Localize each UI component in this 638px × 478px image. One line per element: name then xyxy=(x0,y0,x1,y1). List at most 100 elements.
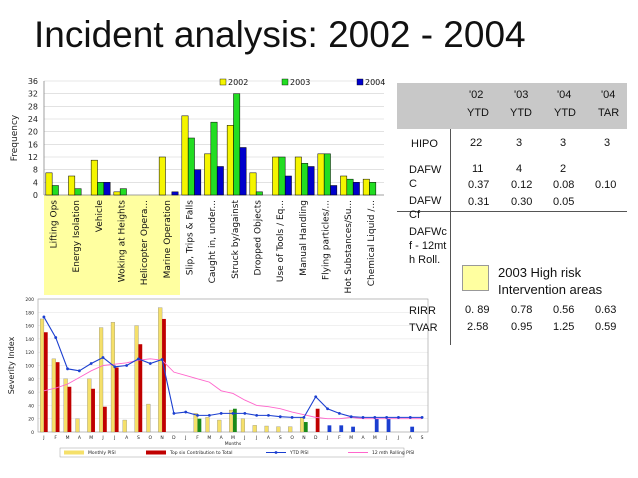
legend-swatch xyxy=(219,78,227,86)
bar xyxy=(255,191,263,196)
bar xyxy=(99,327,104,433)
point xyxy=(89,362,93,365)
bar xyxy=(252,425,257,433)
point xyxy=(337,411,341,415)
bar xyxy=(210,121,218,196)
point xyxy=(373,415,377,419)
x-tick-label: J xyxy=(184,435,186,441)
point xyxy=(184,410,188,414)
y-axis-label: Severity Index xyxy=(7,336,16,394)
row-label-hipo: HIPO xyxy=(411,138,438,150)
y-tick-label: 4 xyxy=(33,178,38,187)
x-tick-label: Marine Operation xyxy=(163,200,173,278)
bar xyxy=(43,332,48,432)
x-tick-label: M xyxy=(66,435,70,441)
row-label-dafwcf-12mth: DAFWcf - 12mth Roll. xyxy=(409,226,447,266)
x-tick-label: D xyxy=(172,435,176,441)
bar xyxy=(217,419,222,433)
y-tick-label: 140 xyxy=(25,337,34,343)
point xyxy=(231,411,235,415)
bar xyxy=(91,388,95,432)
bar xyxy=(90,159,98,196)
x-tick-label: Helicopter Opera... xyxy=(140,200,150,285)
point xyxy=(278,415,282,419)
bar xyxy=(63,378,68,433)
header-03: '03 xyxy=(514,89,529,101)
bar xyxy=(330,185,338,196)
legend-label: 2003 xyxy=(290,78,310,87)
cell: 11 xyxy=(472,163,484,175)
bar xyxy=(103,182,111,196)
x-tick-label: M xyxy=(349,435,353,441)
legend-swatch xyxy=(281,78,289,86)
bar xyxy=(284,175,292,196)
y-tick-label: 8 xyxy=(33,166,38,175)
cell: 0.05 xyxy=(553,196,575,208)
bar xyxy=(249,172,257,196)
point xyxy=(54,336,58,339)
bar xyxy=(110,322,115,433)
bar xyxy=(386,418,391,432)
rolling-line xyxy=(43,358,423,420)
bar xyxy=(51,358,56,433)
cell: 3 xyxy=(560,137,567,149)
legend-box xyxy=(59,447,405,458)
legend-label: Top six Contribution to Total xyxy=(169,450,233,456)
cell: 3 xyxy=(516,137,523,149)
point xyxy=(302,415,306,419)
point xyxy=(420,415,424,419)
bar xyxy=(122,419,127,433)
x-tick-label: J xyxy=(326,435,328,441)
legend-swatch xyxy=(356,78,364,86)
cell: 0.37 xyxy=(468,179,490,191)
bar xyxy=(299,417,305,433)
x-tick-label: O xyxy=(290,435,294,441)
x-tick-label: Manual Handling xyxy=(299,200,309,276)
point xyxy=(66,367,69,371)
point xyxy=(196,413,199,417)
x-tick-label: A xyxy=(267,435,271,441)
bar xyxy=(339,425,344,432)
bar xyxy=(162,318,166,432)
bar xyxy=(307,166,315,196)
x-tick-label: S xyxy=(279,435,282,441)
cell: 0.63 xyxy=(595,304,617,316)
bar xyxy=(323,153,331,196)
point xyxy=(361,415,365,419)
cell: 0.59 xyxy=(595,321,617,333)
point xyxy=(385,415,389,419)
y-tick-label: 120 xyxy=(25,350,34,356)
bar xyxy=(87,378,92,433)
bar xyxy=(75,418,80,433)
x-tick-label: A xyxy=(125,435,129,441)
x-tick-label: J xyxy=(113,435,115,441)
x-tick-label: Energy Isolation xyxy=(72,200,82,272)
y-tick-label: 0 xyxy=(33,191,38,200)
cell: 2.58 xyxy=(467,321,489,333)
x-tick-label: A xyxy=(361,435,365,441)
bar xyxy=(216,166,224,196)
table-divider-horizontal xyxy=(397,211,627,212)
x-tick-label: Chemical Liquid /... xyxy=(367,200,377,286)
bar xyxy=(327,425,332,432)
bar xyxy=(351,426,355,432)
x-tick-label: A xyxy=(220,435,224,441)
x-tick-label: Slip, Trips & Falls xyxy=(185,200,195,276)
cell: 3 xyxy=(604,137,611,149)
y-tick-label: 20 xyxy=(28,417,34,423)
y-axis-label: Frequency xyxy=(10,114,20,161)
x-tick-label: F xyxy=(54,435,57,441)
y-tick-label: 24 xyxy=(28,115,38,124)
x-tick-label: Dropped Objects xyxy=(253,200,263,276)
point xyxy=(314,395,318,399)
y-tick-label: 80 xyxy=(28,377,34,383)
row-label-dafwc: DAFWC xyxy=(409,164,442,190)
point xyxy=(42,315,46,319)
legend-label: 2004 xyxy=(365,78,385,87)
point xyxy=(101,356,105,359)
cell: 0.78 xyxy=(511,304,533,316)
cell: 0.12 xyxy=(511,179,533,191)
x-tick-label: F xyxy=(196,435,199,441)
bar xyxy=(103,406,107,432)
x-tick-label: N xyxy=(302,435,305,441)
